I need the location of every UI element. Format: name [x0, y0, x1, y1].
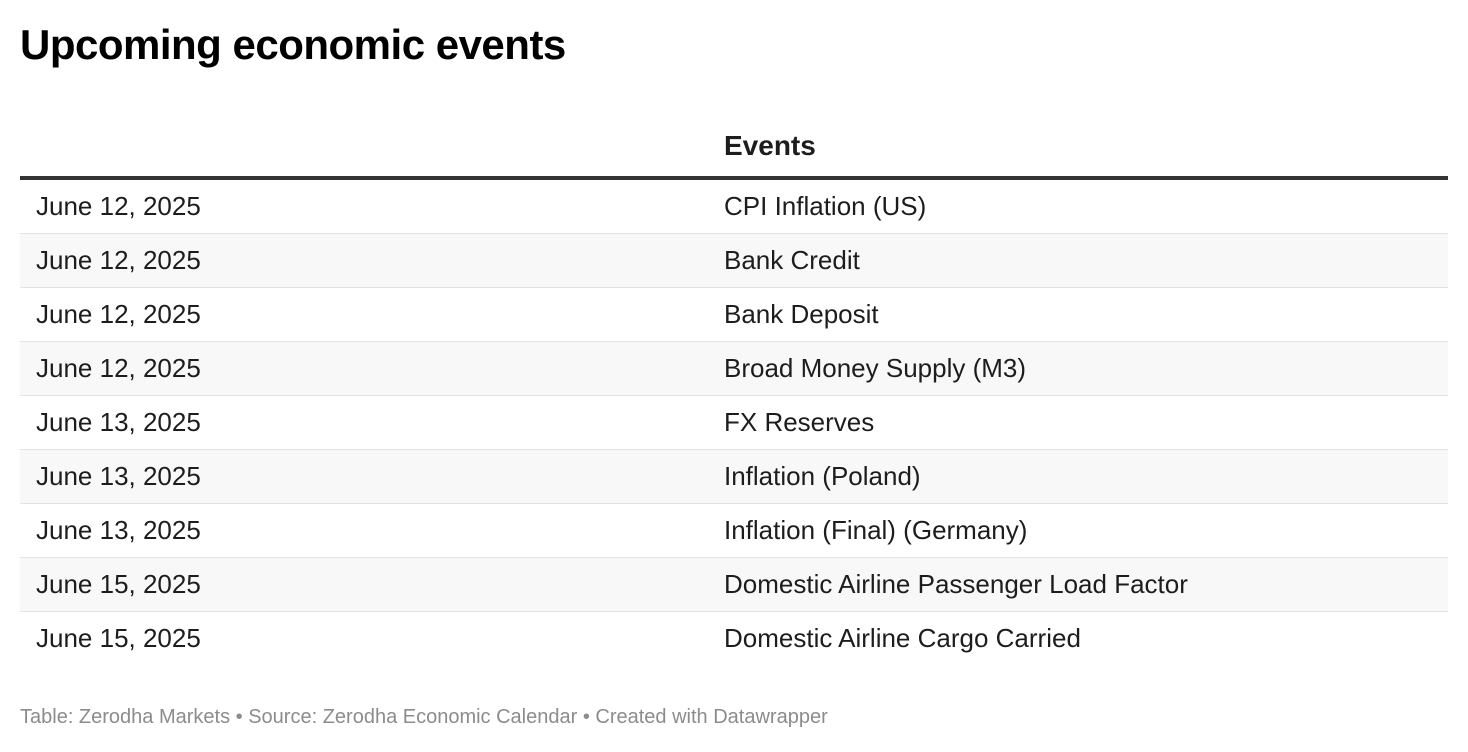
table-row: June 13, 2025 Inflation (Final) (Germany…	[20, 503, 1448, 558]
date-cell: June 12, 2025	[20, 341, 724, 396]
table-row: June 12, 2025 Bank Deposit	[20, 287, 1448, 342]
event-cell: Bank Deposit	[724, 287, 1448, 342]
table-row: June 13, 2025 FX Reserves	[20, 395, 1448, 450]
table-row: June 12, 2025 Broad Money Supply (M3)	[20, 341, 1448, 396]
event-cell: Inflation (Final) (Germany)	[724, 503, 1448, 558]
table-row: June 12, 2025 Bank Credit	[20, 233, 1448, 288]
event-cell: Inflation (Poland)	[724, 449, 1448, 504]
date-cell: June 15, 2025	[20, 557, 724, 612]
date-cell: June 15, 2025	[36, 623, 201, 653]
table-row: June 15, 2025 Domestic Airline Passenger…	[20, 557, 1448, 612]
table-row: June 13, 2025 Inflation (Poland)	[20, 449, 1448, 504]
table-row: June 15, 2025 Domestic Airline Cargo Car…	[20, 612, 1448, 666]
event-cell: Domestic Airline Cargo Carried	[724, 623, 1081, 653]
event-cell: Broad Money Supply (M3)	[724, 341, 1448, 396]
date-cell: June 12, 2025	[20, 287, 724, 342]
table-row: June 12, 2025 CPI Inflation (US)	[20, 178, 1448, 234]
date-cell: June 12, 2025	[20, 233, 724, 288]
event-cell: Domestic Airline Passenger Load Factor	[724, 557, 1448, 612]
table-header-row: Events	[20, 116, 1448, 180]
column-header-events[interactable]: Events	[724, 116, 1448, 180]
event-cell: Bank Credit	[724, 233, 1448, 288]
date-cell: June 13, 2025	[20, 503, 724, 558]
event-cell: FX Reserves	[724, 395, 1448, 450]
event-cell: CPI Inflation (US)	[724, 178, 1448, 234]
table-header: Events	[20, 116, 1448, 180]
table-body: June 12, 2025 CPI Inflation (US) June 12…	[20, 178, 1448, 665]
page-title: Upcoming economic events	[20, 21, 566, 68]
events-table: Events June 12, 2025 CPI Inflation (US) …	[20, 116, 1448, 665]
date-cell: June 13, 2025	[20, 449, 724, 504]
date-cell: June 13, 2025	[20, 395, 724, 450]
source-footer: Table: Zerodha Markets • Source: Zerodha…	[20, 706, 828, 728]
date-cell: June 12, 2025	[20, 178, 724, 234]
events-table-container: Events June 12, 2025 CPI Inflation (US) …	[20, 116, 1448, 665]
column-header-date[interactable]	[20, 116, 724, 180]
